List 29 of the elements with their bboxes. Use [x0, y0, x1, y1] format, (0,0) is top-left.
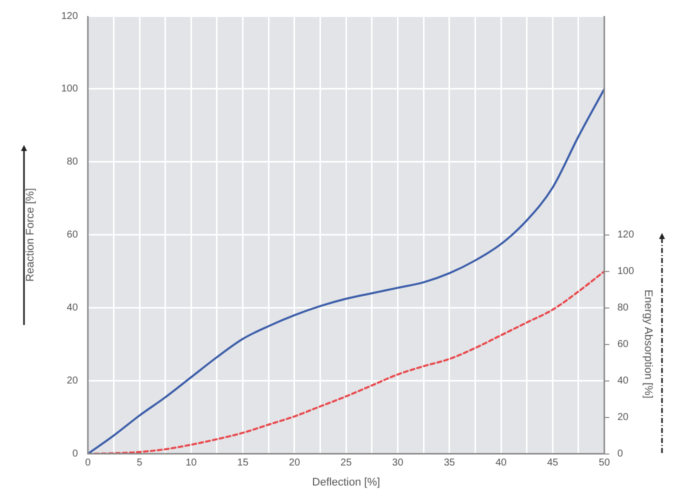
x-tick-label: 15 — [237, 458, 249, 469]
x-tick-label: 25 — [340, 458, 352, 469]
y2-tick-label: 0 — [617, 448, 624, 460]
y-tick-label: 20 — [66, 376, 78, 387]
y2-tick-label: 40 — [617, 376, 629, 387]
y2-axis-title: Energy Absorption [%] — [642, 290, 654, 399]
y-tick-label: 80 — [66, 156, 78, 168]
x-axis-title: Deflection [%] — [312, 476, 380, 488]
y-axis-title: Reaction Force [%] — [24, 188, 37, 282]
y-tick-label: 100 — [61, 84, 78, 95]
y-tick-label: 40 — [66, 302, 78, 314]
x-tick-label: 30 — [392, 458, 404, 469]
y2-tick-label: 60 — [617, 339, 629, 350]
x-tick-label: 50 — [598, 458, 610, 469]
x-tick-label: 45 — [547, 458, 559, 469]
x-tick-label: 20 — [288, 458, 300, 469]
y-tick-label: 60 — [66, 230, 78, 241]
x-tick-label: 10 — [186, 458, 198, 469]
y2-tick-label: 100 — [617, 266, 634, 278]
x-tick-label: 5 — [136, 458, 143, 469]
x-tick-label: 40 — [495, 458, 508, 469]
line-series — [88, 88, 604, 454]
y-tick-label: 0 — [72, 448, 78, 460]
y2-tick-label: 80 — [617, 302, 629, 314]
y2-tick-label: 120 — [617, 230, 634, 241]
x-tick-label: 0 — [85, 458, 92, 469]
y2-tick-label: 20 — [617, 412, 629, 424]
y-tick-label: 120 — [61, 10, 78, 22]
x-tick-label: 35 — [444, 458, 456, 469]
